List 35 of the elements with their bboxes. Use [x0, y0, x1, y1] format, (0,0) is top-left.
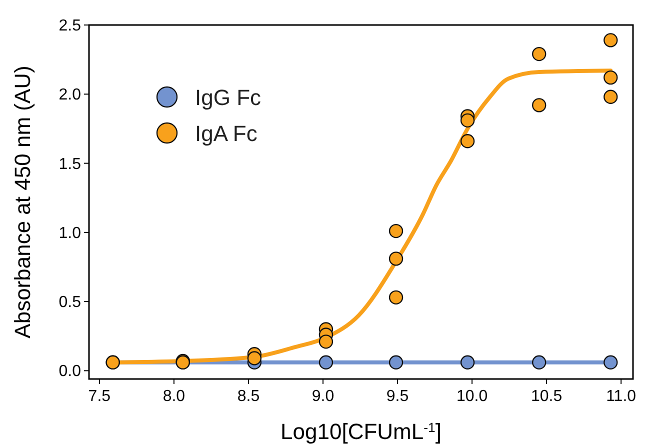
y-tick-label: 0.0	[58, 363, 82, 380]
x-tick-label: 11.0	[606, 388, 636, 405]
x-tick-label: 10.0	[456, 388, 488, 405]
legend-label: IgA Fc	[195, 121, 258, 146]
point	[532, 46, 546, 62]
point	[604, 33, 618, 48]
x-tick-label: 10.5	[530, 388, 562, 405]
point	[532, 98, 546, 112]
x-tick-label: 9.5	[386, 388, 409, 405]
point	[318, 334, 334, 349]
point	[460, 355, 475, 370]
x-tick-label: 8.0	[162, 388, 186, 405]
point	[247, 351, 262, 366]
y-tick-label: 2.5	[58, 18, 82, 34]
point	[460, 113, 475, 128]
point	[388, 290, 404, 305]
point	[388, 224, 404, 238]
x-tick-label: 9.0	[312, 388, 334, 405]
point	[460, 134, 475, 148]
point	[388, 355, 404, 370]
point	[604, 70, 618, 85]
point	[388, 252, 404, 266]
point	[532, 355, 546, 370]
y-tick-label: 0.5	[58, 294, 82, 312]
x-axis-title: Log10[CFUmL$^{-1}$]	[280, 419, 442, 444]
y-tick-label: 1.5	[58, 156, 82, 173]
point	[318, 355, 334, 370]
point	[604, 355, 618, 370]
y-tick-label: 1.0	[58, 224, 82, 242]
y-tick-label: 2.0	[58, 86, 82, 104]
y-axis-title: Absorbance at 450 nm (AU)	[10, 66, 35, 338]
point	[604, 90, 618, 104]
legend-label: IgG Fc	[195, 85, 262, 110]
x-tick-label: 8.5	[237, 388, 260, 405]
x-tick-label: 7.5	[88, 388, 111, 405]
